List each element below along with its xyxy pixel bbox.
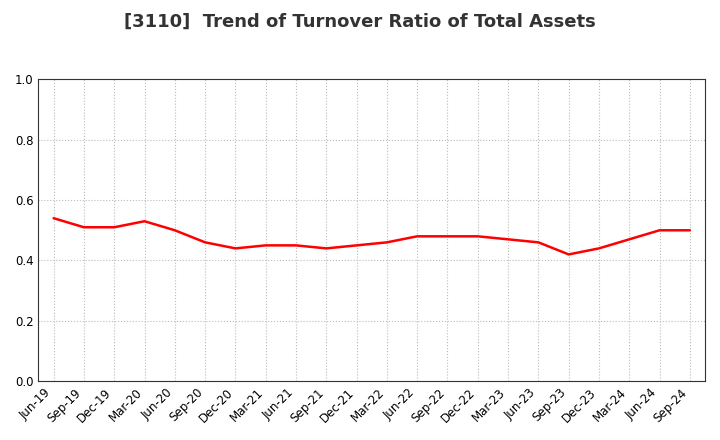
Text: [3110]  Trend of Turnover Ratio of Total Assets: [3110] Trend of Turnover Ratio of Total … [124,13,596,31]
